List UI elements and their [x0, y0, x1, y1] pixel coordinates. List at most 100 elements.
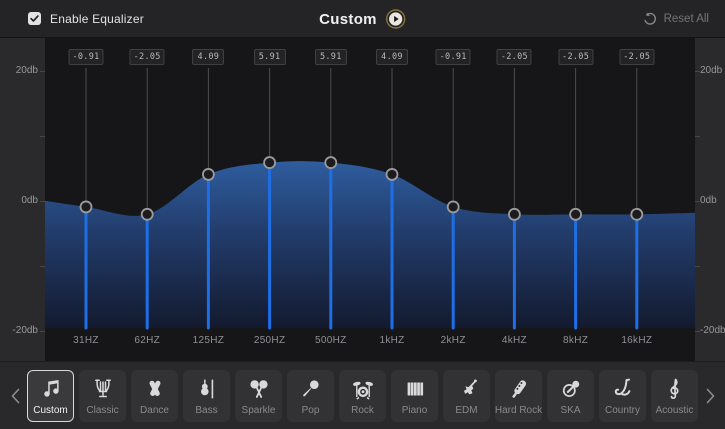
guitar-headstock-icon	[507, 377, 531, 401]
preset-label: Piano	[401, 405, 428, 416]
y-axis-tick-20db	[40, 71, 45, 72]
microphone-icon	[299, 377, 323, 401]
band-value-16kHZ: -2.05	[619, 49, 655, 65]
preset-label: Classic	[86, 405, 119, 416]
band-knob-8kHZ[interactable]	[569, 207, 582, 221]
band-frequency-label-16kHZ: 16kHZ	[621, 335, 653, 346]
preset-label: Country	[604, 405, 640, 416]
band-frequency-label-1kHZ: 1kHZ	[379, 335, 405, 346]
band-knob-500HZ[interactable]	[324, 156, 338, 169]
tuba-icon	[559, 377, 583, 401]
preset-title: Custom	[319, 10, 377, 28]
band-knob-1kHZ[interactable]	[385, 168, 399, 181]
preset-tile-country[interactable]: Country	[599, 370, 646, 422]
equalizer-curve-chart: -0.91 31HZ -2.05 62HZ 4.09 125HZ 5.91 250HZ 5.91…	[45, 38, 695, 361]
treble-clef-icon	[663, 377, 687, 401]
band-knob-16kHZ[interactable]	[630, 207, 644, 221]
preset-tile-piano[interactable]: Piano	[391, 370, 438, 422]
band-frequency-label-125HZ: 125HZ	[192, 335, 225, 346]
eq-area-fill	[45, 161, 695, 328]
y-axis-tick--20db	[695, 331, 700, 332]
preset-bar: Custom Classic Dance Bass Sparkle Pop Rock Pian…	[0, 361, 725, 429]
band-value-125HZ: 4.09	[192, 49, 225, 65]
y-axis-tick-10db	[40, 136, 45, 137]
band-frequency-label-8kHZ: 8kHZ	[563, 335, 589, 346]
band-knob-31HZ[interactable]	[79, 200, 93, 214]
band-value-250HZ: 5.91	[253, 49, 286, 65]
y-axis-tick--10db	[695, 266, 700, 267]
piano-keys-icon	[403, 377, 427, 401]
band-frequency-label-4kHZ: 4kHZ	[501, 335, 527, 346]
enable-equalizer-control[interactable]: Enable Equalizer	[0, 12, 144, 26]
enable-equalizer-checkbox[interactable]	[28, 12, 41, 25]
preset-tile-ska[interactable]: SKA	[547, 370, 594, 422]
band-knob-2kHZ[interactable]	[446, 200, 460, 214]
band-value-8kHZ: -2.05	[558, 49, 594, 65]
y-axis-left: 20db 0db -20db	[0, 38, 45, 361]
preset-label: EDM	[455, 405, 478, 416]
band-value-31HZ: -0.91	[68, 49, 104, 65]
preset-label: Dance	[140, 405, 169, 416]
y-axis-label--20db: -20db	[12, 325, 38, 336]
band-knob-250HZ[interactable]	[263, 156, 277, 169]
band-value-62HZ: -2.05	[129, 49, 165, 65]
band-value-500HZ: 5.91	[314, 49, 347, 65]
y-axis-tick-10db	[695, 136, 700, 137]
presets-scroll-right-button[interactable]	[703, 370, 717, 422]
y-axis-tick-0db	[40, 201, 45, 202]
y-axis-label-0db: 0db	[21, 195, 38, 206]
preset-tile-bass[interactable]: Bass	[183, 370, 230, 422]
lyre-icon	[91, 377, 115, 401]
preset-tile-pop[interactable]: Pop	[287, 370, 334, 422]
ballet-shoes-icon	[143, 377, 167, 401]
preset-tile-custom[interactable]: Custom	[27, 370, 74, 422]
band-knob-4kHZ[interactable]	[507, 207, 521, 221]
preset-label: SKA	[560, 405, 581, 416]
checkmark-icon	[30, 15, 39, 22]
band-knob-62HZ[interactable]	[140, 207, 154, 221]
topbar: Enable Equalizer Custom Reset All	[0, 0, 725, 38]
band-value-4kHZ: -2.05	[496, 49, 532, 65]
preset-label: Custom	[33, 405, 68, 416]
maracas-icon	[247, 377, 271, 401]
y-axis-label-20db: 20db	[700, 65, 723, 76]
reset-all-button[interactable]: Reset All	[643, 12, 725, 26]
band-value-1kHZ: 4.09	[376, 49, 408, 65]
y-axis-tick-0db	[695, 201, 700, 202]
preset-tile-rock[interactable]: Rock	[339, 370, 386, 422]
band-frequency-label-31HZ: 31HZ	[73, 335, 99, 346]
preset-tile-edm[interactable]: EDM	[443, 370, 490, 422]
preset-label: Sparkle	[241, 405, 276, 416]
preset-list: Custom Classic Dance Bass Sparkle Pop Rock Pian…	[27, 370, 698, 422]
music-note-icon	[39, 377, 63, 401]
preset-label: Bass	[195, 405, 218, 416]
presets-scroll-left-button[interactable]	[8, 370, 22, 422]
band-frequency-label-500HZ: 500HZ	[315, 335, 347, 346]
saxophone-icon	[611, 377, 635, 401]
band-knob-125HZ[interactable]	[201, 168, 215, 181]
preset-label: Rock	[351, 405, 374, 416]
preset-tile-dance[interactable]: Dance	[131, 370, 178, 422]
play-preview-button[interactable]	[386, 9, 406, 29]
y-axis-tick-20db	[695, 71, 700, 72]
equalizer-curve-svg	[45, 68, 695, 330]
band-frequency-label-2kHZ: 2kHZ	[440, 335, 466, 346]
drum-kit-icon	[351, 377, 375, 401]
preset-tile-acoustic[interactable]: Acoustic	[651, 370, 698, 422]
electric-guitar-icon	[455, 377, 479, 401]
y-axis-tick--20db	[40, 331, 45, 332]
preset-tile-sparkle[interactable]: Sparkle	[235, 370, 282, 422]
reset-icon	[644, 12, 656, 25]
reset-all-label: Reset All	[663, 12, 709, 25]
preset-label: Hard Rock	[494, 405, 543, 416]
equalizer-chart-area: 20db 0db -20db -0.91 31HZ -2.05 62HZ 4.09 125HZ…	[0, 38, 725, 361]
preset-title-group: Custom	[319, 0, 406, 38]
chevron-left-icon	[11, 388, 19, 404]
preset-tile-classic[interactable]: Classic	[79, 370, 126, 422]
band-value-2kHZ: -0.91	[435, 49, 471, 65]
y-axis-label-0db: 0db	[700, 195, 717, 206]
preset-tile-hard-rock[interactable]: Hard Rock	[495, 370, 542, 422]
y-axis-label-20db: 20db	[15, 65, 38, 76]
chevron-right-icon	[706, 388, 714, 404]
preset-label: Pop	[301, 405, 320, 416]
